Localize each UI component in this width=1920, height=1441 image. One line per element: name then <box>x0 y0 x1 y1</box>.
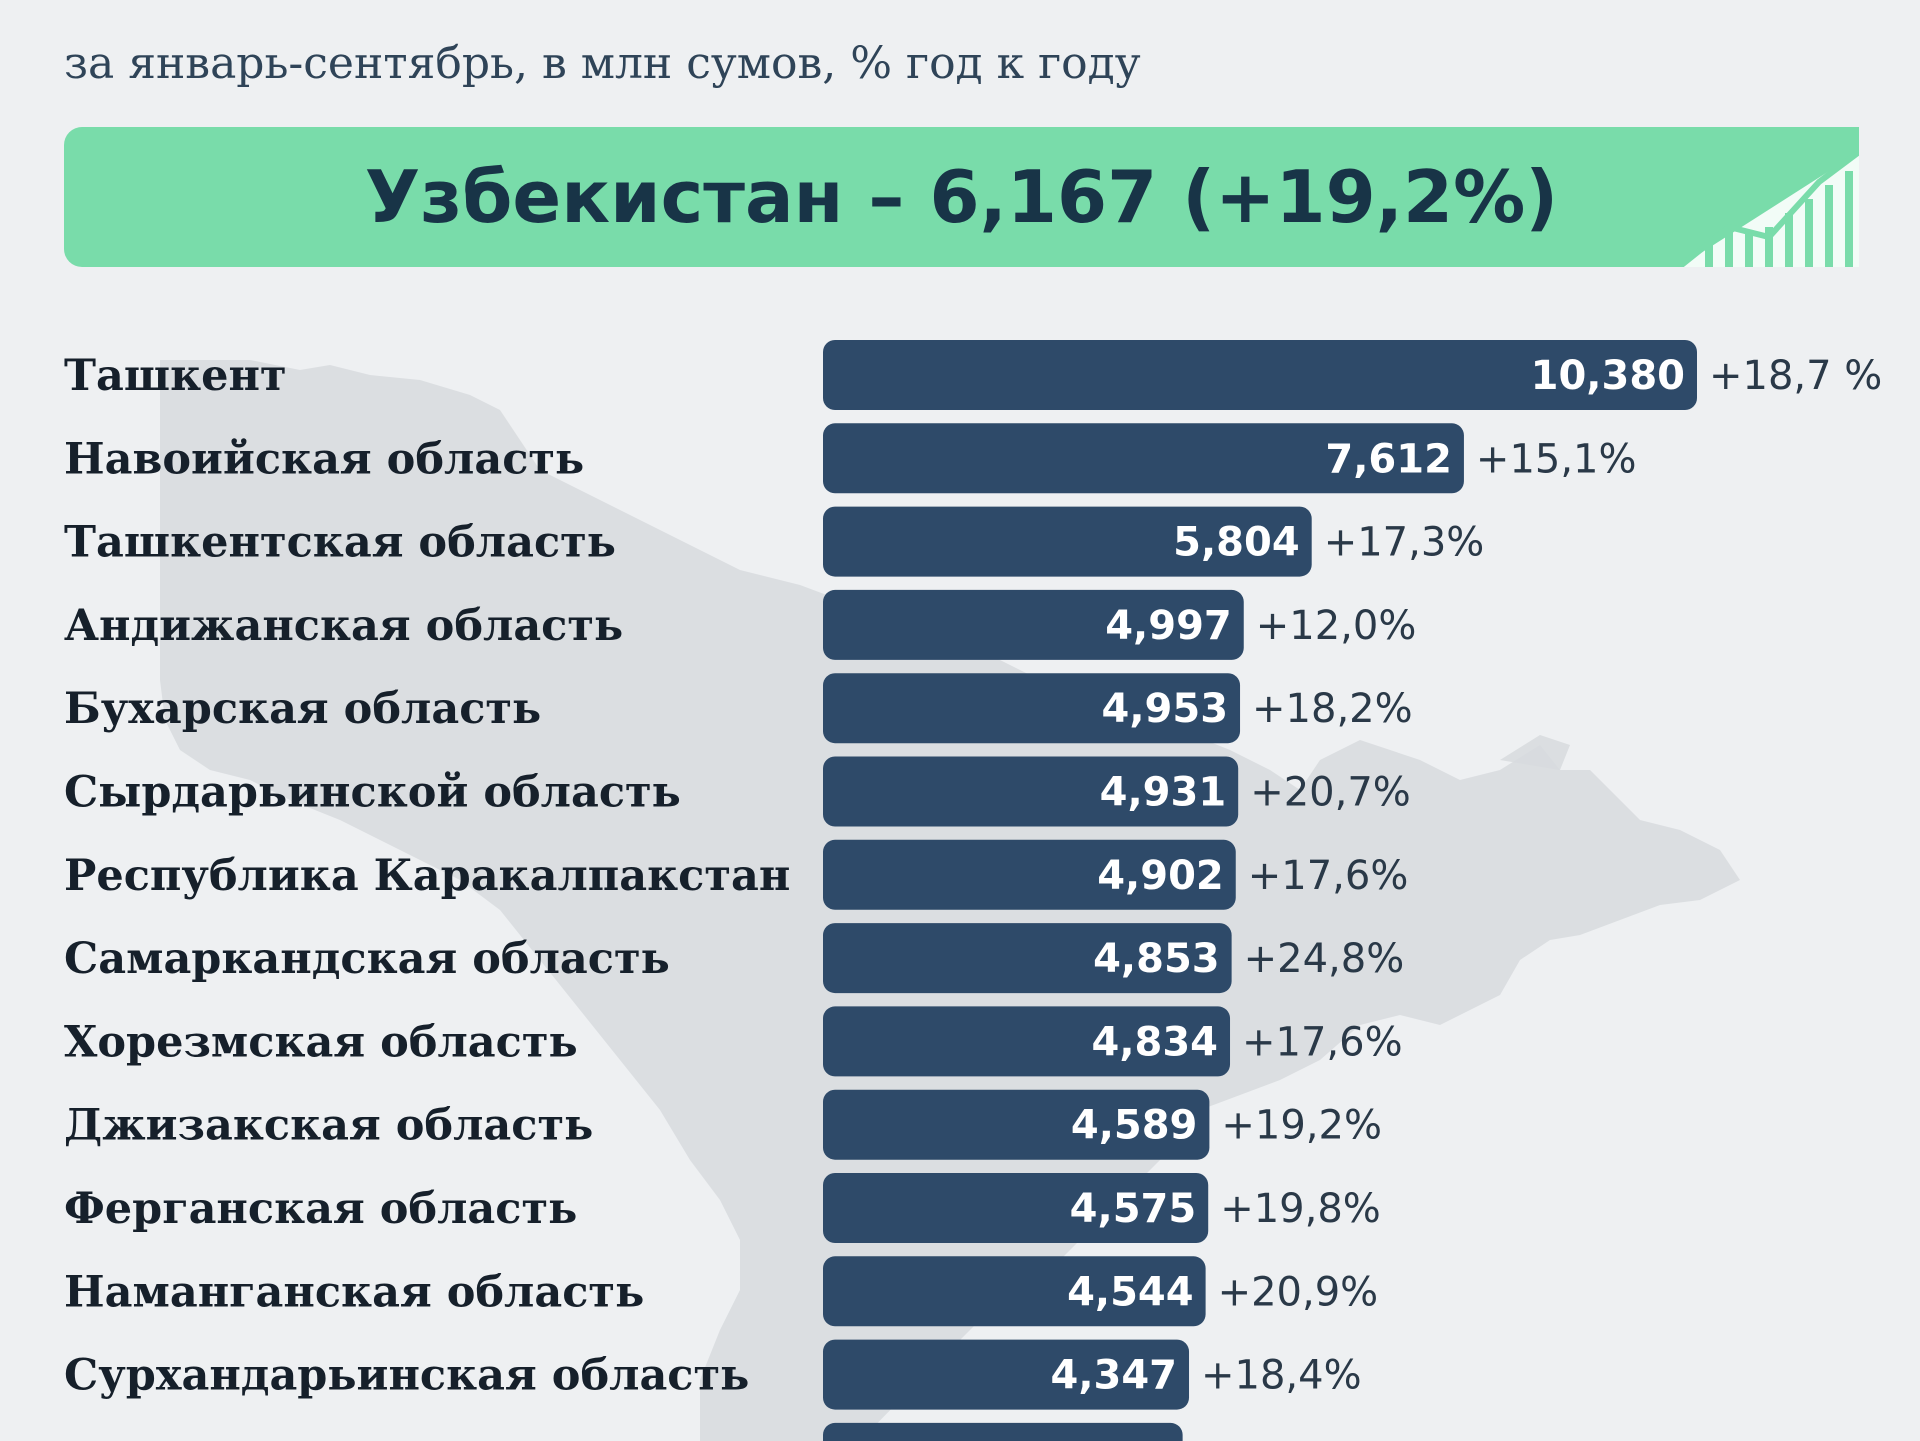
bar <box>823 589 1244 660</box>
bar-value-label: 7,612 <box>1325 436 1452 482</box>
bar <box>823 340 1697 410</box>
category-label: Ферганская область <box>64 1184 577 1234</box>
bar-value-label: 4,544 <box>1067 1269 1194 1315</box>
national-summary-banner: Узбекистан – 6,167 (+19,2%) <box>64 127 1859 267</box>
bar-value-label: 4,902 <box>1097 853 1224 899</box>
bar-value-label: 4,931 <box>1100 770 1227 816</box>
bar <box>823 423 1464 494</box>
category-label: Андижанская область <box>64 601 623 651</box>
change-label: +19,2% <box>1221 1103 1382 1149</box>
change-label: +18,2% <box>1252 686 1413 732</box>
category-label: Хорезмская область <box>64 1017 578 1067</box>
bar-value-label: 5,804 <box>1173 520 1300 566</box>
bar <box>823 1256 1206 1327</box>
change-label: +19,8% <box>1220 1186 1381 1232</box>
change-label: +20,9% <box>1218 1269 1379 1315</box>
chart-subtitle: за январь-сентябрь, в млн сумов, % год к… <box>64 38 1141 89</box>
change-label: +20,7% <box>1250 770 1411 816</box>
change-label: +15,1% <box>1476 436 1637 482</box>
change-label: +17,3% <box>1324 520 1485 566</box>
category-label: Сурхандарьинская область <box>64 1351 749 1401</box>
change-label: +18,4% <box>1201 1353 1362 1399</box>
category-label: Ташкент <box>64 351 287 401</box>
bar-value-label: 4,997 <box>1105 603 1232 649</box>
category-label: Самаркандская область <box>64 934 670 984</box>
change-label: +17,6% <box>1242 1019 1403 1065</box>
growth-chart-icon <box>1677 149 1859 267</box>
bar <box>823 506 1312 577</box>
category-label: Ташкентская область <box>64 518 616 568</box>
change-label: +24,8% <box>1244 936 1405 982</box>
bar <box>823 839 1236 910</box>
bar <box>823 1339 1190 1410</box>
bar <box>823 923 1232 994</box>
bar <box>823 1173 1209 1243</box>
change-label: +12,0% <box>1256 603 1417 649</box>
change-label: +18,7 % <box>1709 353 1882 399</box>
bar-value-label: 4,834 <box>1091 1019 1218 1065</box>
bar <box>823 756 1239 827</box>
bar-value-label: 4,347 <box>1050 1353 1177 1399</box>
bar-value-label: 4,575 <box>1070 1186 1197 1232</box>
national-summary-text: Узбекистан – 6,167 (+19,2%) <box>364 155 1559 239</box>
bar-partial <box>823 1422 1183 1441</box>
bar-value-label: 10,380 <box>1531 353 1685 399</box>
bar <box>823 1006 1231 1077</box>
category-label: Сырдарьинской область <box>64 768 681 818</box>
category-label: Наманганская область <box>64 1267 644 1317</box>
bar <box>823 1089 1210 1160</box>
change-label: +17,6% <box>1248 853 1409 899</box>
bar-value-label: 4,589 <box>1071 1103 1198 1149</box>
category-label: Республика Каракалпакстан <box>64 851 790 901</box>
bar-value-label: 4,853 <box>1093 936 1220 982</box>
category-label: Джизакская область <box>64 1101 593 1151</box>
bar-value-label: 4,953 <box>1102 686 1229 732</box>
category-label: Бухарская область <box>64 684 541 734</box>
bar <box>823 673 1241 744</box>
category-label: Навоийская область <box>64 434 584 484</box>
